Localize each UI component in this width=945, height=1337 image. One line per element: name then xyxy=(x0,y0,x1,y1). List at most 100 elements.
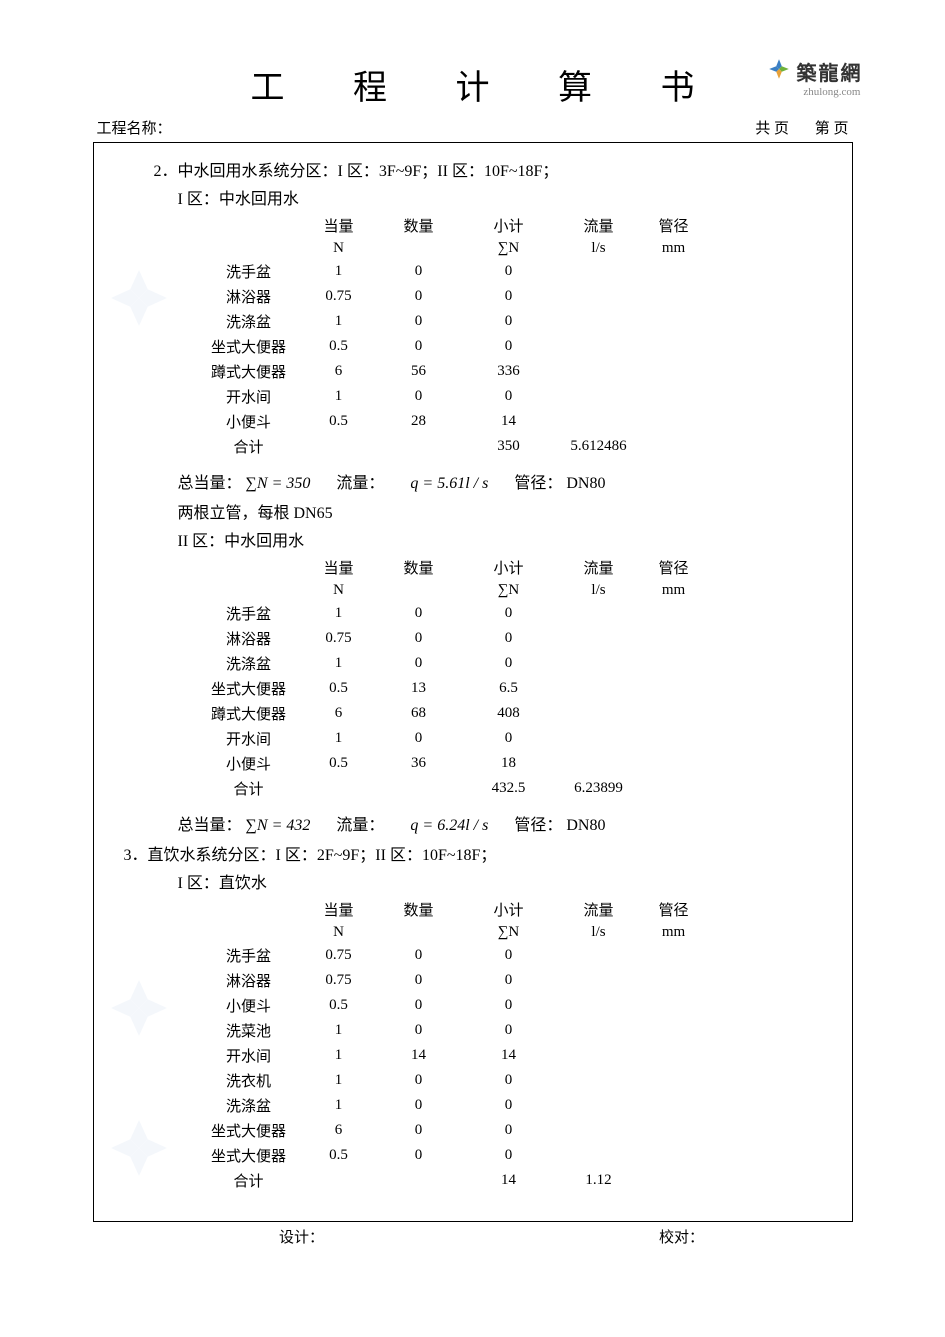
cell-qty: 0 xyxy=(374,968,464,993)
table-row: 蹲式大便器656336 xyxy=(194,359,704,384)
section3-zone1-title: I 区：直饮水 xyxy=(154,869,832,893)
meta-row: 工程名称： 共 页 第 页 xyxy=(93,117,853,142)
table-header-row2: N ∑N l/s mm xyxy=(194,238,704,259)
cell-n: 0.5 xyxy=(304,676,374,701)
page-no-label: 第 页 xyxy=(815,121,849,137)
cell-name: 洗衣机 xyxy=(194,1068,304,1093)
table-row: 淋浴器0.7500 xyxy=(194,968,704,993)
table-total-row: 合计 14 1.12 xyxy=(194,1168,704,1193)
section2-zone2-table: 当量 数量 小计 流量 管径 N ∑N l/s mm 洗手盆100淋浴器0.75… xyxy=(194,555,704,801)
cell-qty: 0 xyxy=(374,284,464,309)
watermark-icon xyxy=(104,1113,174,1183)
cell-sub: 0 xyxy=(464,1018,554,1043)
table-row: 开水间11414 xyxy=(194,1043,704,1068)
watermark-icon xyxy=(104,973,174,1043)
section2-zone1-note: 两根立管，每根 DN65 xyxy=(154,499,832,523)
table-row: 坐式大便器0.500 xyxy=(194,1143,704,1168)
cell-qty: 0 xyxy=(374,1143,464,1168)
cell-n: 6 xyxy=(304,701,374,726)
cell-sub: 0 xyxy=(464,284,554,309)
table-row: 淋浴器0.7500 xyxy=(194,284,704,309)
table-row: 开水间100 xyxy=(194,384,704,409)
cell-n: 0.5 xyxy=(304,1143,374,1168)
cell-n: 1 xyxy=(304,651,374,676)
cell-sub: 0 xyxy=(464,334,554,359)
cell-qty: 0 xyxy=(374,651,464,676)
footer-check: 校对： xyxy=(511,1226,853,1247)
cell-name: 洗涤盆 xyxy=(194,651,304,676)
cell-qty: 0 xyxy=(374,1093,464,1118)
col-n: 当量 xyxy=(304,213,374,238)
table-header-row2: N ∑N l/s mm xyxy=(194,580,704,601)
cell-sub: 0 xyxy=(464,943,554,968)
cell-qty: 0 xyxy=(374,1018,464,1043)
cell-qty: 0 xyxy=(374,601,464,626)
cell-name: 蹲式大便器 xyxy=(194,701,304,726)
footer-row: 设计： 校对： xyxy=(93,1221,853,1247)
table-row: 洗涤盆100 xyxy=(194,651,704,676)
cell-sub: 0 xyxy=(464,726,554,751)
footer-design: 设计： xyxy=(93,1226,511,1247)
cell-n: 0.75 xyxy=(304,968,374,993)
cell-sub: 336 xyxy=(464,359,554,384)
table-header-row: 当量 数量 小计 流量 管径 xyxy=(194,897,704,922)
cell-name: 坐式大便器 xyxy=(194,1143,304,1168)
cell-sub: 408 xyxy=(464,701,554,726)
cell-name: 洗手盆 xyxy=(194,601,304,626)
logo: 築龍網 zhulong.com xyxy=(765,55,863,98)
table-row: 开水间100 xyxy=(194,726,704,751)
cell-name: 淋浴器 xyxy=(194,626,304,651)
cell-n: 6 xyxy=(304,1118,374,1143)
table-row: 蹲式大便器668408 xyxy=(194,701,704,726)
cell-name: 开水间 xyxy=(194,726,304,751)
cell-qty: 0 xyxy=(374,943,464,968)
watermark-icon xyxy=(104,263,174,333)
total-pages-label: 共 页 xyxy=(755,121,789,137)
cell-n: 0.5 xyxy=(304,993,374,1018)
cell-name: 开水间 xyxy=(194,384,304,409)
col-dia: 管径 xyxy=(644,213,704,238)
cell-name: 小便斗 xyxy=(194,409,304,434)
cell-n: 1 xyxy=(304,726,374,751)
col-flow: 流量 xyxy=(554,213,644,238)
table-row: 坐式大便器0.5136.5 xyxy=(194,676,704,701)
cell-name: 坐式大便器 xyxy=(194,334,304,359)
table-total-row: 合计 350 5.612486 xyxy=(194,434,704,459)
table-row: 坐式大便器600 xyxy=(194,1118,704,1143)
cell-name: 小便斗 xyxy=(194,993,304,1018)
cell-sub: 6.5 xyxy=(464,676,554,701)
cell-n: 0.75 xyxy=(304,626,374,651)
cell-n: 1 xyxy=(304,259,374,284)
section2-zone2-summary: 总当量： ∑N = 432 流量： q = 6.24l / s 管径： DN80 xyxy=(178,811,832,835)
cell-sub: 0 xyxy=(464,384,554,409)
cell-n: 1 xyxy=(304,1093,374,1118)
cell-n: 0.5 xyxy=(304,334,374,359)
section3-zone1-table: 当量 数量 小计 流量 管径 N ∑N l/s mm 洗手盆0.7500淋浴器0… xyxy=(194,897,704,1193)
cell-qty: 68 xyxy=(374,701,464,726)
section3-heading: 3．直饮水系统分区：I 区：2F~9F；II 区：10F~18F； xyxy=(124,841,832,865)
cell-sub: 0 xyxy=(464,1093,554,1118)
cell-name: 开水间 xyxy=(194,1043,304,1068)
cell-name: 坐式大便器 xyxy=(194,676,304,701)
cell-qty: 0 xyxy=(374,384,464,409)
cell-sub: 0 xyxy=(464,1118,554,1143)
logo-icon xyxy=(765,55,793,88)
cell-name: 淋浴器 xyxy=(194,284,304,309)
section2-zone2-title: II 区：中水回用水 xyxy=(154,527,832,551)
cell-qty: 0 xyxy=(374,1068,464,1093)
cell-name: 淋浴器 xyxy=(194,968,304,993)
table-header-row2: N ∑N l/s mm xyxy=(194,922,704,943)
cell-n: 1 xyxy=(304,1068,374,1093)
section2-zone1-table: 当量 数量 小计 流量 管径 N ∑N l/s mm 洗手盆100淋浴器0.75… xyxy=(194,213,704,459)
cell-qty: 0 xyxy=(374,309,464,334)
table-row: 洗手盆0.7500 xyxy=(194,943,704,968)
cell-qty: 36 xyxy=(374,751,464,776)
table-row: 小便斗0.53618 xyxy=(194,751,704,776)
cell-name: 蹲式大便器 xyxy=(194,359,304,384)
cell-name: 洗涤盆 xyxy=(194,1093,304,1118)
logo-text: 築龍網 xyxy=(797,57,863,86)
cell-n: 1 xyxy=(304,309,374,334)
cell-n: 0.5 xyxy=(304,409,374,434)
cell-qty: 0 xyxy=(374,1118,464,1143)
table-row: 坐式大便器0.500 xyxy=(194,334,704,359)
